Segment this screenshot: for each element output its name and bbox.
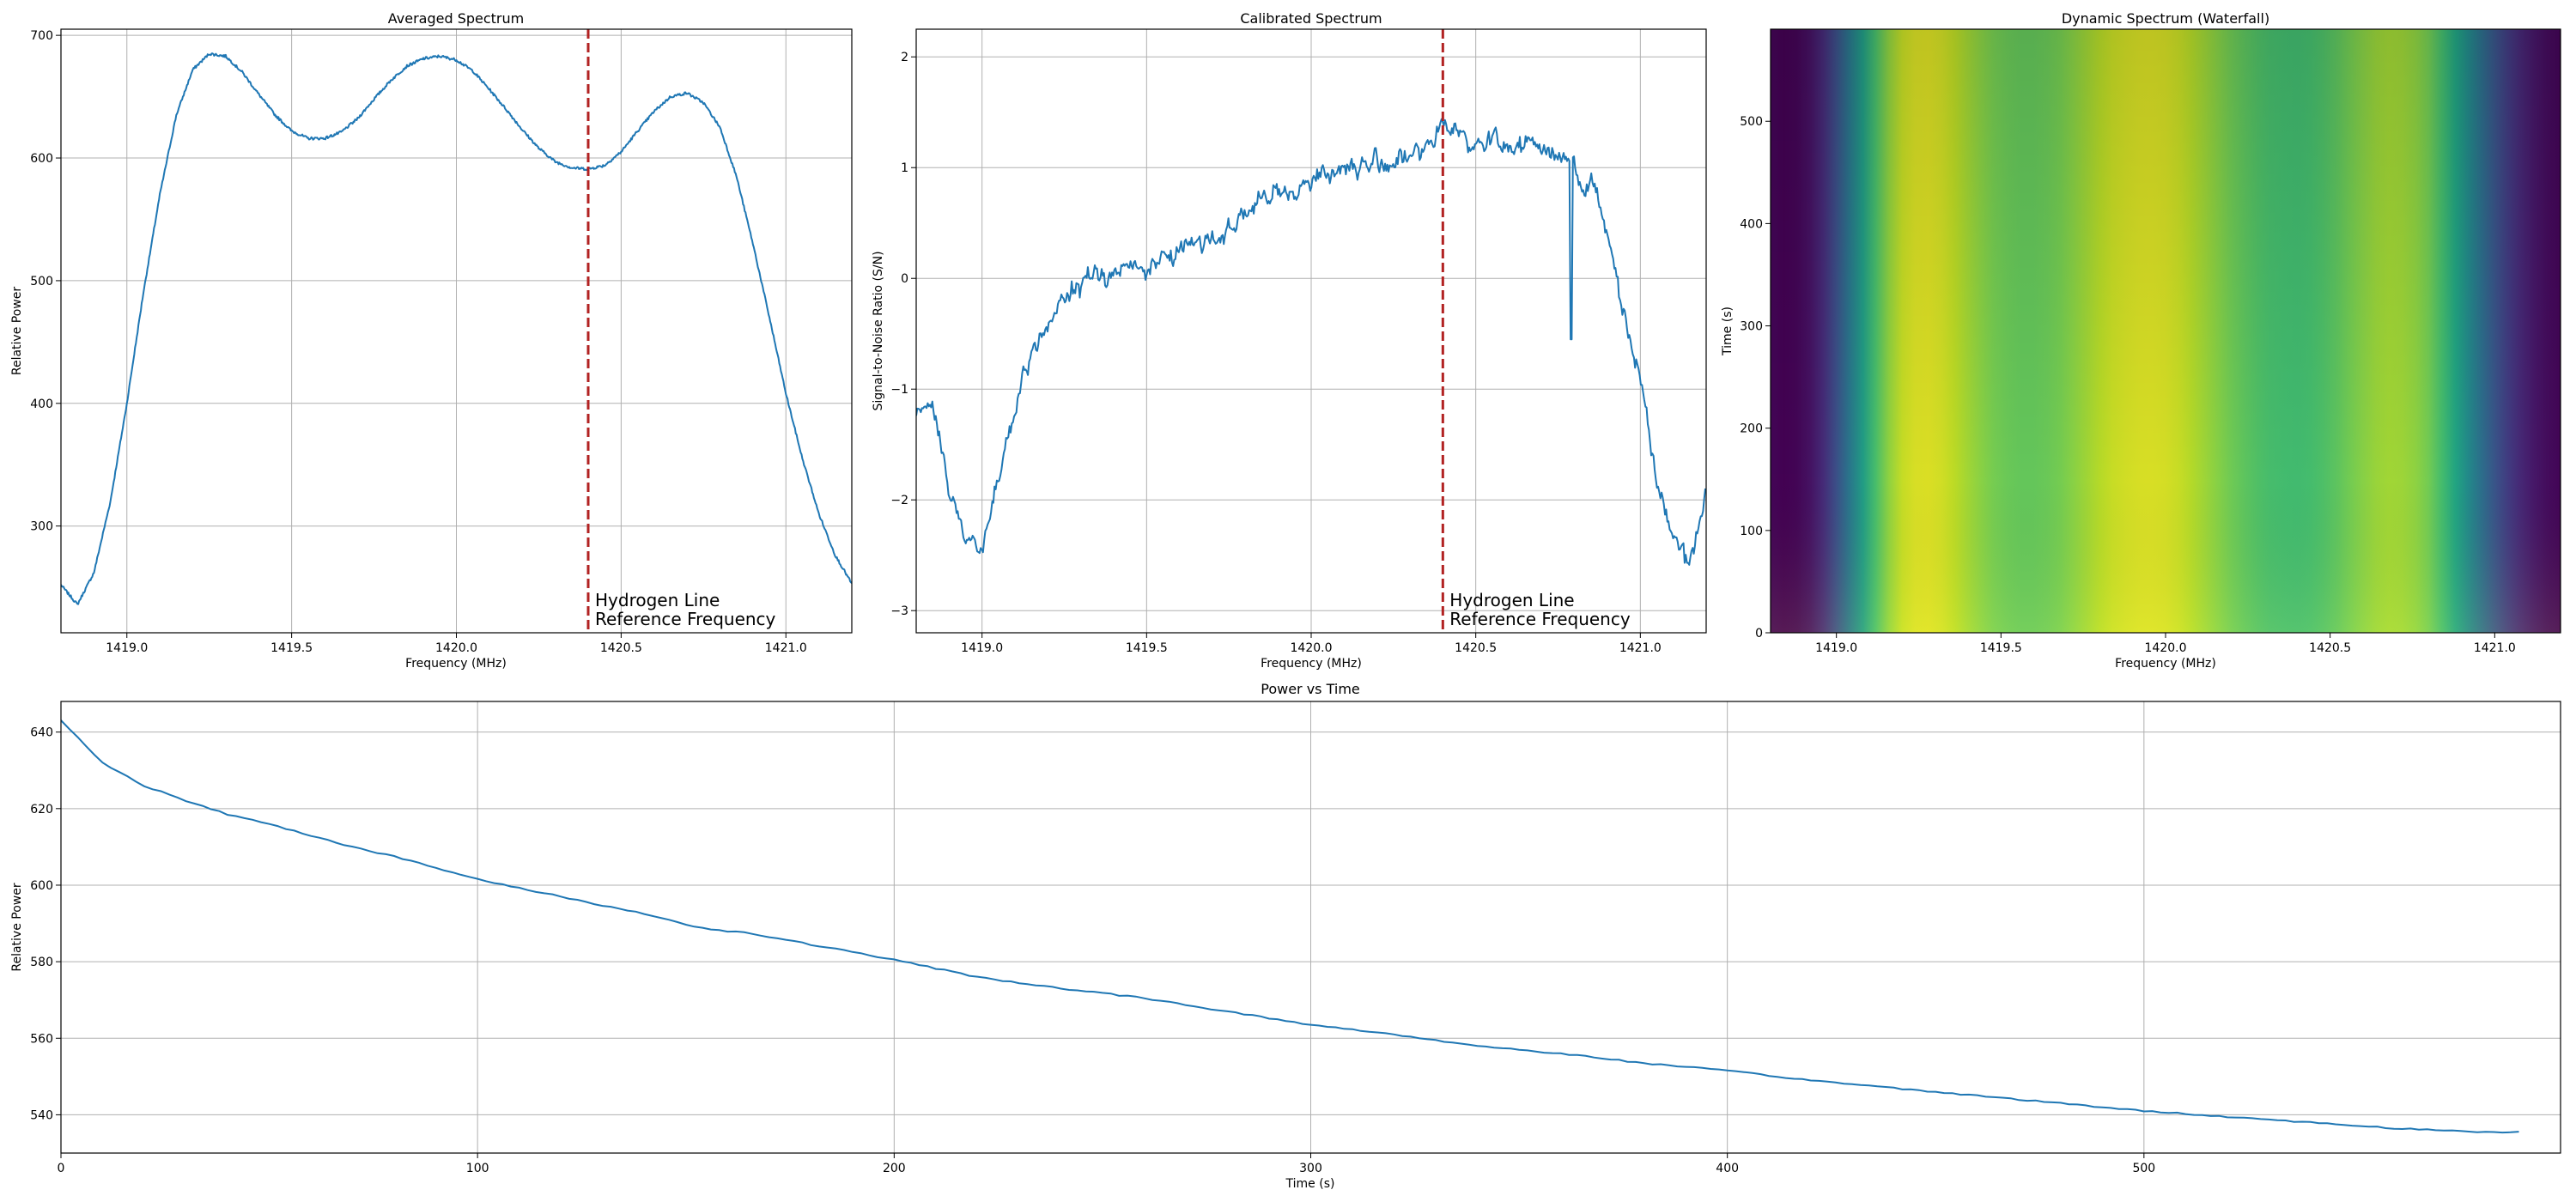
power-vs-time-y-ticks: 540 560 580 600 620 640 [30, 726, 61, 1122]
calibrated-x-tick-label: 1420.5 [1455, 641, 1497, 655]
power-vs-time-y-tick-label: 640 [30, 726, 53, 740]
power-vs-time-y-tick-label: 620 [30, 803, 53, 817]
power-vs-time-y-tick-label: 560 [30, 1032, 53, 1046]
calibrated-spectrum-grid [916, 29, 1706, 633]
power-vs-time-x-tick-label: 100 [466, 1162, 489, 1175]
waterfall-xlabel: Frequency (MHz) [2115, 657, 2216, 671]
power-vs-time-title: Power vs Time [1261, 681, 1360, 697]
calibrated-y-tick-label: −3 [890, 604, 908, 618]
waterfall-time-shading [1771, 29, 2561, 633]
calibrated-x-tick-label: 1419.0 [961, 641, 1003, 655]
waterfall-y-tick-label: 200 [1740, 422, 1763, 436]
averaged-x-tick-label: 1419.0 [106, 641, 148, 655]
averaged-y-tick-label: 500 [30, 275, 53, 288]
power-vs-time-xlabel: Time (s) [1285, 1177, 1335, 1191]
power-vs-time-plot [61, 719, 2519, 1134]
waterfall-y-tick-label: 100 [1740, 525, 1763, 538]
power-vs-time-ylabel: Relative Power [10, 883, 24, 971]
averaged-spectrum-xlabel: Frequency (MHz) [405, 657, 507, 671]
power-vs-time-x-ticks: 0 100 200 300 400 500 [58, 1153, 2155, 1175]
averaged-hydrogen-reference: Hydrogen Line Reference Frequency [586, 29, 776, 633]
power-vs-time-x-tick-label: 500 [2132, 1162, 2155, 1175]
waterfall-title: Dynamic Spectrum (Waterfall) [2062, 10, 2269, 27]
power-vs-time-x-tick-label: 300 [1299, 1162, 1322, 1175]
waterfall-x-tick-label: 1419.5 [1980, 641, 2022, 655]
calibrated-hydrogen-reference: Hydrogen Line Reference Frequency [1441, 29, 1631, 633]
calibrated-spectrum-panel: Calibrated Spectrum Hydrogen Line Refere… [872, 10, 1707, 671]
power-vs-time-panel: Power vs Time 0 100 200 300 400 500 540 560 580… [10, 681, 2561, 1191]
power-vs-time-grid [60, 701, 2561, 1153]
averaged-reference-label-line2: Reference Frequency [595, 609, 776, 629]
power-vs-time-series-line [61, 719, 2519, 1134]
calibrated-series-line [916, 118, 1706, 566]
calibrated-spectrum-plot [916, 118, 1706, 566]
waterfall-panel: Dynamic Spectrum (Waterfall) 1419.0 1419.… [1721, 10, 2561, 671]
averaged-y-tick-label: 700 [30, 29, 53, 43]
calibrated-x-tick-label: 1421.0 [1619, 641, 1662, 655]
averaged-spectrum-title: Averaged Spectrum [388, 10, 524, 27]
power-vs-time-x-tick-label: 400 [1716, 1162, 1739, 1175]
power-vs-time-y-tick-label: 600 [30, 879, 53, 893]
averaged-y-tick-label: 300 [30, 520, 53, 534]
power-vs-time-x-tick-label: 200 [883, 1162, 906, 1175]
waterfall-x-tick-label: 1420.5 [2309, 641, 2351, 655]
calibrated-spectrum-y-ticks: −3 −2 −1 0 1 2 [890, 51, 916, 618]
calibrated-spectrum-title: Calibrated Spectrum [1240, 10, 1382, 27]
averaged-y-tick-label: 400 [30, 398, 53, 411]
waterfall-x-tick-label: 1421.0 [2474, 641, 2516, 655]
averaged-spectrum-panel: Averaged Spectrum Hydrogen Line Referenc… [10, 10, 853, 671]
averaged-spectrum-grid [61, 29, 852, 633]
averaged-spectrum-x-ticks: 1419.0 1419.5 1420.0 1420.5 1421.0 [106, 633, 807, 655]
power-vs-time-x-tick-label: 0 [58, 1162, 65, 1175]
waterfall-y-ticks: 0 100 200 300 400 500 [1740, 115, 1771, 640]
calibrated-y-tick-label: 0 [901, 272, 908, 286]
power-vs-time-y-tick-label: 540 [30, 1108, 53, 1122]
calibrated-spectrum-x-ticks: 1419.0 1419.5 1420.0 1420.5 1421.0 [961, 633, 1662, 655]
averaged-x-tick-label: 1421.0 [765, 641, 807, 655]
averaged-x-tick-label: 1420.0 [435, 641, 477, 655]
averaged-spectrum-plot [61, 52, 852, 605]
averaged-spectrum-y-ticks: 300 400 500 600 700 [30, 29, 61, 534]
waterfall-y-tick-label: 300 [1740, 320, 1763, 334]
calibrated-y-tick-label: −2 [890, 494, 908, 507]
waterfall-y-tick-label: 400 [1740, 217, 1763, 231]
averaged-x-tick-label: 1419.5 [270, 641, 313, 655]
waterfall-x-tick-label: 1419.0 [1815, 641, 1857, 655]
waterfall-x-tick-label: 1420.0 [2145, 641, 2187, 655]
calibrated-y-tick-label: 1 [901, 161, 908, 175]
calibrated-spectrum-xlabel: Frequency (MHz) [1261, 657, 1362, 671]
waterfall-x-ticks: 1419.0 1419.5 1420.0 1420.5 1421.0 [1815, 633, 2516, 655]
averaged-spectrum-ylabel: Relative Power [10, 287, 24, 375]
waterfall-y-tick-label: 0 [1755, 627, 1763, 640]
calibrated-spectrum-ylabel: Signal-to-Noise Ratio (S/N) [872, 251, 885, 410]
calibrated-reference-label-line1: Hydrogen Line [1449, 590, 1574, 610]
calibrated-y-tick-label: 2 [901, 51, 908, 64]
averaged-x-tick-label: 1420.5 [600, 641, 642, 655]
power-vs-time-y-tick-label: 580 [30, 956, 53, 969]
averaged-reference-label-line1: Hydrogen Line [595, 590, 720, 610]
calibrated-y-tick-label: −1 [890, 383, 908, 397]
averaged-series-line [61, 52, 852, 605]
waterfall-ylabel: Time (s) [1721, 307, 1735, 356]
averaged-y-tick-label: 600 [30, 152, 53, 166]
calibrated-reference-label-line2: Reference Frequency [1449, 609, 1631, 629]
calibrated-x-tick-label: 1419.5 [1126, 641, 1168, 655]
calibrated-x-tick-label: 1420.0 [1291, 641, 1333, 655]
waterfall-y-tick-label: 500 [1740, 115, 1763, 129]
